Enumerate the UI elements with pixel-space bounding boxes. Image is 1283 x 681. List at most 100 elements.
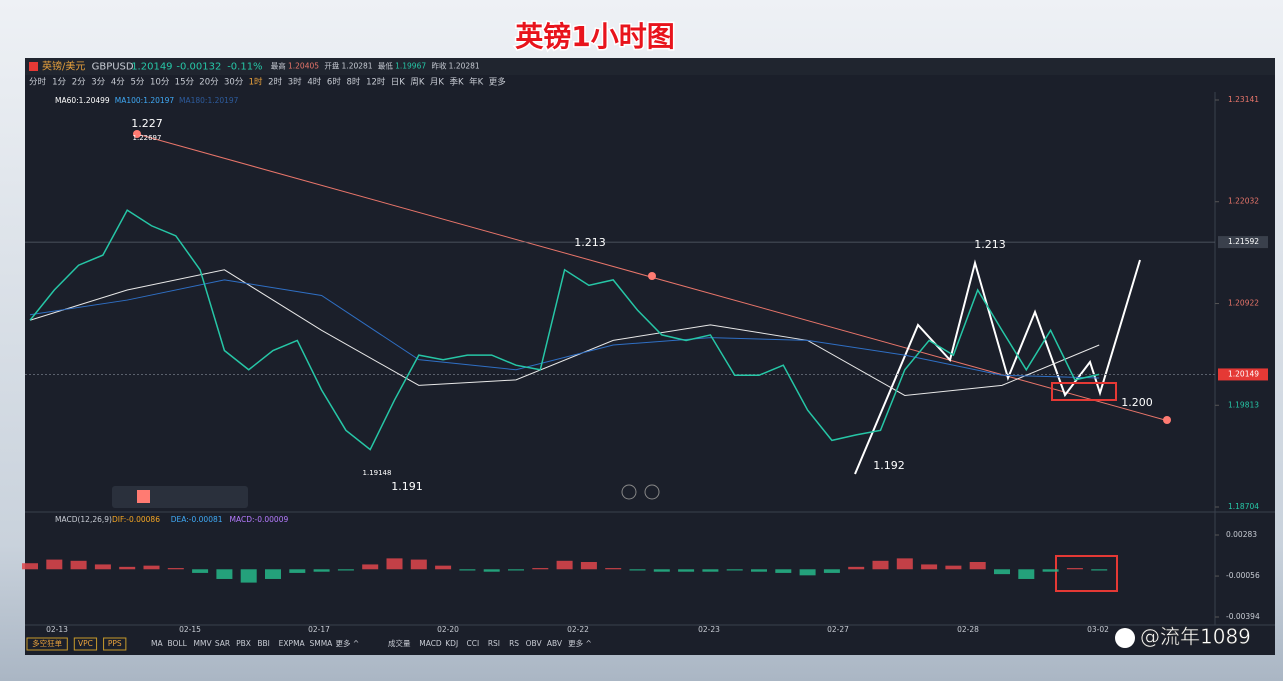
timeframe-tab[interactable]: 年K bbox=[469, 77, 484, 88]
annotation: 1.192 bbox=[873, 459, 905, 472]
crosshair-tag bbox=[1218, 236, 1268, 249]
macd-bar bbox=[702, 569, 719, 572]
header-bar bbox=[25, 58, 1275, 75]
timeframe-tab[interactable]: 12时 bbox=[366, 77, 386, 88]
timeframe-tab[interactable]: 8时 bbox=[347, 77, 361, 88]
macd-bar bbox=[362, 564, 379, 570]
x-tick-label: 02-22 bbox=[567, 625, 589, 634]
sub-indicator[interactable]: 成交量 bbox=[388, 638, 411, 648]
main-indicator[interactable]: BOLL bbox=[168, 639, 188, 648]
x-tick-label: 02-20 bbox=[437, 625, 459, 634]
x-tick-label: 02-17 bbox=[308, 625, 330, 634]
main-indicator[interactable]: SMMA bbox=[309, 639, 333, 648]
header-text: 1.20149 bbox=[131, 62, 172, 73]
timeframe-tab[interactable]: 5分 bbox=[130, 78, 144, 88]
annotation: 1.191 bbox=[391, 480, 423, 493]
macd-bar bbox=[459, 569, 476, 571]
main-indicator[interactable]: SAR bbox=[215, 639, 230, 648]
macd-bar bbox=[46, 559, 63, 570]
main-indicator[interactable]: BBI bbox=[257, 639, 270, 648]
timeframe-tab[interactable]: 4时 bbox=[307, 77, 321, 88]
macd-bar bbox=[216, 569, 233, 579]
symbol-icon bbox=[29, 62, 38, 71]
header-text: GBPUSD bbox=[92, 62, 134, 73]
trend-point bbox=[133, 130, 141, 138]
macd-bar bbox=[240, 569, 257, 583]
timeframe-tab[interactable]: 20分 bbox=[199, 78, 219, 88]
nav-next[interactable] bbox=[644, 484, 660, 500]
timeframe-tab[interactable]: 3分 bbox=[91, 78, 105, 88]
ma-line bbox=[29, 279, 1100, 379]
timeframe-tab[interactable]: 3时 bbox=[288, 77, 302, 88]
macd-bar bbox=[751, 569, 767, 572]
sub-indicator[interactable]: RSI bbox=[488, 639, 500, 648]
main-indicator[interactable]: MMV bbox=[194, 639, 213, 648]
timeframe-tab[interactable]: 1时 bbox=[249, 77, 263, 88]
macd-title: MACD(12,26,9) bbox=[55, 515, 112, 524]
last-price-label: 1.20149 bbox=[1228, 369, 1259, 378]
x-tick-label: 03-02 bbox=[1087, 625, 1109, 634]
timeframe-tab[interactable]: 2分 bbox=[72, 78, 86, 88]
timeframe-tab[interactable]: 分时 bbox=[29, 77, 47, 88]
macd-bar bbox=[921, 564, 938, 570]
x-tick-label: 02-23 bbox=[698, 625, 720, 634]
stat-label: 开盘 bbox=[324, 61, 339, 71]
indicator-tab[interactable] bbox=[103, 637, 127, 651]
timeframe-tab[interactable]: 更多 bbox=[489, 77, 507, 88]
indicator-tab[interactable] bbox=[26, 637, 68, 651]
macd-bar bbox=[775, 569, 792, 573]
timeframe-tab[interactable]: 周K bbox=[410, 78, 425, 88]
timeframe-tab[interactable]: 日K bbox=[391, 78, 406, 88]
timeframe-tab[interactable]: 月K bbox=[430, 78, 445, 88]
ma-legend: MA100:1.20197 bbox=[115, 96, 175, 105]
y-tick-label: 1.18704 bbox=[1228, 502, 1259, 511]
macd-bar bbox=[337, 569, 354, 571]
sub-indicator[interactable]: MACD bbox=[419, 639, 442, 648]
indicator-tab-label: VPC bbox=[78, 639, 93, 648]
main-indicator[interactable]: EXPMA bbox=[279, 639, 306, 648]
macd-bar bbox=[896, 558, 913, 570]
timeframe-tab[interactable]: 6时 bbox=[327, 77, 341, 88]
annotation: 1.213 bbox=[974, 238, 1006, 251]
x-tick-label: 02-15 bbox=[179, 625, 201, 634]
draw-toolbar[interactable] bbox=[112, 486, 248, 508]
y-tick-label: 1.22032 bbox=[1228, 197, 1259, 206]
sub-indicator[interactable]: 更多 ^ bbox=[568, 638, 592, 648]
sub-indicator[interactable]: RS bbox=[509, 639, 519, 648]
timeframe-tab[interactable]: 4分 bbox=[111, 78, 125, 88]
macd-bar bbox=[799, 569, 816, 576]
timeframe-tab[interactable]: 1分 bbox=[52, 78, 66, 88]
macd-bar bbox=[945, 565, 962, 570]
timeframe-tab[interactable]: 季K bbox=[450, 77, 465, 88]
sub-indicator[interactable]: CCI bbox=[467, 639, 480, 648]
sub-indicator[interactable]: OBV bbox=[526, 639, 543, 648]
timeframe-tab[interactable]: 15分 bbox=[175, 78, 195, 88]
nav-prev[interactable] bbox=[621, 484, 637, 500]
macd-bar bbox=[532, 568, 549, 570]
main-indicator[interactable]: PBX bbox=[236, 639, 251, 648]
macd-bar bbox=[143, 565, 160, 570]
main-indicator[interactable]: MA bbox=[151, 639, 163, 648]
main-indicator[interactable]: 更多 ^ bbox=[336, 638, 360, 648]
indicator-tab[interactable] bbox=[73, 637, 98, 651]
stat-label: 最低 bbox=[378, 61, 393, 71]
y-tick-label: -0.00056 bbox=[1226, 571, 1260, 580]
stat-value: 1.20281 bbox=[449, 62, 480, 71]
macd-legend: MACD:-0.00009 bbox=[230, 515, 289, 524]
color-swatch[interactable] bbox=[137, 490, 150, 503]
sub-indicator[interactable]: KDJ bbox=[445, 639, 458, 648]
stat-label: 最高 bbox=[271, 61, 286, 71]
stat-value: 1.20281 bbox=[342, 62, 373, 71]
indicator-tab-label: PPS bbox=[108, 639, 122, 648]
timeframe-tab[interactable]: 2时 bbox=[268, 77, 282, 88]
timeframe-tab[interactable]: 30分 bbox=[224, 78, 244, 88]
trend-point bbox=[1163, 416, 1171, 424]
indicator-tab-label: 多空狂单 bbox=[32, 638, 62, 648]
page-title: 英镑1小时图 bbox=[515, 20, 674, 53]
y-tick-label: 1.20922 bbox=[1228, 299, 1259, 308]
timeframe-tab[interactable]: 10分 bbox=[150, 78, 170, 88]
sub-indicator[interactable]: ABV bbox=[547, 639, 563, 648]
stat-value: 1.19967 bbox=[395, 62, 426, 71]
macd-bar bbox=[969, 562, 986, 570]
